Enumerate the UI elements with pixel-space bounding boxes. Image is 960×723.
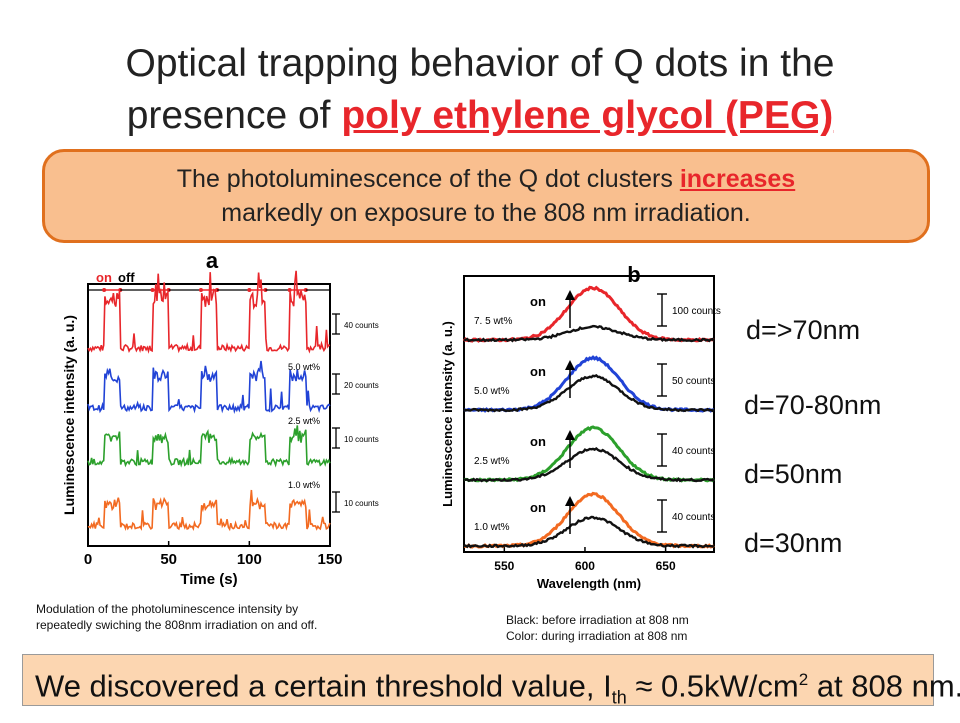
footer-box: We discovered a certain threshold value,… — [22, 654, 960, 708]
x-tick-label-b: 650 — [656, 559, 676, 573]
trace-a-series-1 — [87, 270, 331, 354]
x-axis-label-b: Wavelength (nm) — [537, 576, 641, 591]
title-line-2: presence of poly ethylene glycol (PEG) — [0, 90, 960, 142]
size-label-4: d=30nm — [744, 528, 843, 558]
on-start-dot — [198, 288, 203, 292]
title-highlight: poly ethylene glycol (PEG) — [341, 94, 834, 137]
legend-off-label: off — [118, 270, 135, 285]
title-line-1: Optical trapping behavior of Q dots in t… — [125, 42, 835, 85]
callout-suffix: markedly on exposure to the 808 nm irrad… — [221, 199, 751, 227]
trace-a-series-3 — [87, 425, 331, 468]
on-label-b: on — [530, 434, 546, 449]
conc-label-a: 5.0 wt% — [288, 362, 320, 372]
caption-b: Black: before irradiation at 808 nm Colo… — [506, 612, 689, 644]
caption-a-line-2: repeatedly swiching the 808nm irradiatio… — [36, 618, 318, 632]
on-label-b: on — [530, 500, 546, 515]
on-start-dot — [247, 288, 252, 292]
scale-bar-label-b: 50 counts — [672, 376, 715, 387]
on-label-b: on — [530, 364, 546, 379]
callout-highlight: increases — [679, 165, 796, 193]
title-line-2-prefix: presence of — [126, 94, 342, 137]
arrow-head-b — [565, 360, 575, 370]
x-axis-label-a: Time (s) — [180, 571, 237, 588]
x-tick-label-a: 50 — [160, 551, 177, 568]
trace-a-series-2 — [87, 360, 331, 415]
callout-box: The photoluminescence of the Q dot clust… — [42, 149, 930, 243]
scale-bar-label-a: 20 counts — [344, 381, 379, 390]
callout-prefix: The photoluminescence of the Q dot clust… — [176, 165, 680, 193]
x-tick-label-a: 150 — [317, 551, 342, 568]
trace-a-series-4 — [87, 489, 331, 532]
legend-on-label: on — [96, 270, 112, 285]
conc-label-a: 1.0 wt% — [288, 480, 320, 490]
panel-label-a: a — [206, 248, 219, 273]
y-axis-label-a: Luminescence intensity (a. u.) — [61, 315, 77, 515]
footer-middle: ≈ 0.5kW/cm — [626, 668, 799, 704]
spectrum-before-2 — [463, 373, 715, 413]
conc-label-b: 1.0 wt% — [474, 522, 510, 533]
scale-bar-label-a: 10 counts — [344, 435, 379, 444]
footer-sup: 2 — [798, 670, 809, 689]
conc-label-b: 5.0 wt% — [474, 386, 510, 397]
panel-label-b: b — [627, 262, 640, 287]
scale-bar-label-b: 40 counts — [672, 512, 715, 523]
plot-frame-b — [463, 275, 715, 553]
chart-b: 550 600 650 Wavelength (nm) Luminescence int… — [440, 262, 721, 591]
caption-a: Modulation of the photoluminescence inte… — [36, 601, 317, 633]
caption-a-line-1: Modulation of the photoluminescence inte… — [36, 602, 299, 616]
x-tick-label-a: 0 — [84, 551, 92, 568]
scale-bar-label-a: 40 counts — [344, 321, 379, 330]
conc-label-a: 2.5 wt% — [288, 416, 320, 426]
scale-bar-label-b: 40 counts — [672, 446, 715, 457]
size-label-1: d=>70nm — [746, 315, 861, 345]
footer-sub: th — [611, 687, 627, 708]
size-label-3: d=50nm — [744, 459, 843, 489]
on-label-b: on — [530, 294, 546, 309]
caption-b-line-1: Black: before irradiation at 808 nm — [506, 613, 689, 627]
scale-bar-label-a: 10 counts — [344, 499, 379, 508]
spectrum-before-4 — [463, 515, 715, 549]
chart-a: 0 50 100 150 Time (s) Luminescence intensity … — [61, 248, 379, 588]
size-label-2: d=70-80nm — [744, 390, 882, 420]
scale-bar-label-b: 100 counts — [672, 306, 721, 317]
conc-label-b: 2.5 wt% — [474, 456, 510, 467]
x-tick-label-b: 550 — [494, 559, 514, 573]
footer-prefix: We discovered a certain threshold value,… — [35, 668, 612, 704]
x-tick-label-b: 600 — [575, 559, 595, 573]
conc-label-b: 7. 5 wt% — [474, 316, 512, 327]
footer-suffix: at 808 nm. — [808, 668, 960, 704]
arrow-head-b — [565, 496, 575, 506]
spectrum-before-1 — [463, 324, 715, 343]
slide-title: Optical trapping behavior of Q dots in t… — [0, 38, 960, 142]
on-start-dot — [102, 288, 107, 292]
plot-frame-a — [87, 283, 331, 547]
caption-b-line-2: Color: during irradiation at 808 nm — [506, 629, 688, 643]
y-axis-label-b: Luminescence intensity (a. u.) — [440, 321, 455, 507]
on-start-dot — [150, 288, 155, 292]
spectrum-before-3 — [463, 447, 715, 483]
x-tick-label-a: 100 — [237, 551, 262, 568]
on-start-dot — [287, 288, 292, 292]
arrow-head-b — [565, 290, 575, 300]
arrow-head-b — [565, 430, 575, 440]
